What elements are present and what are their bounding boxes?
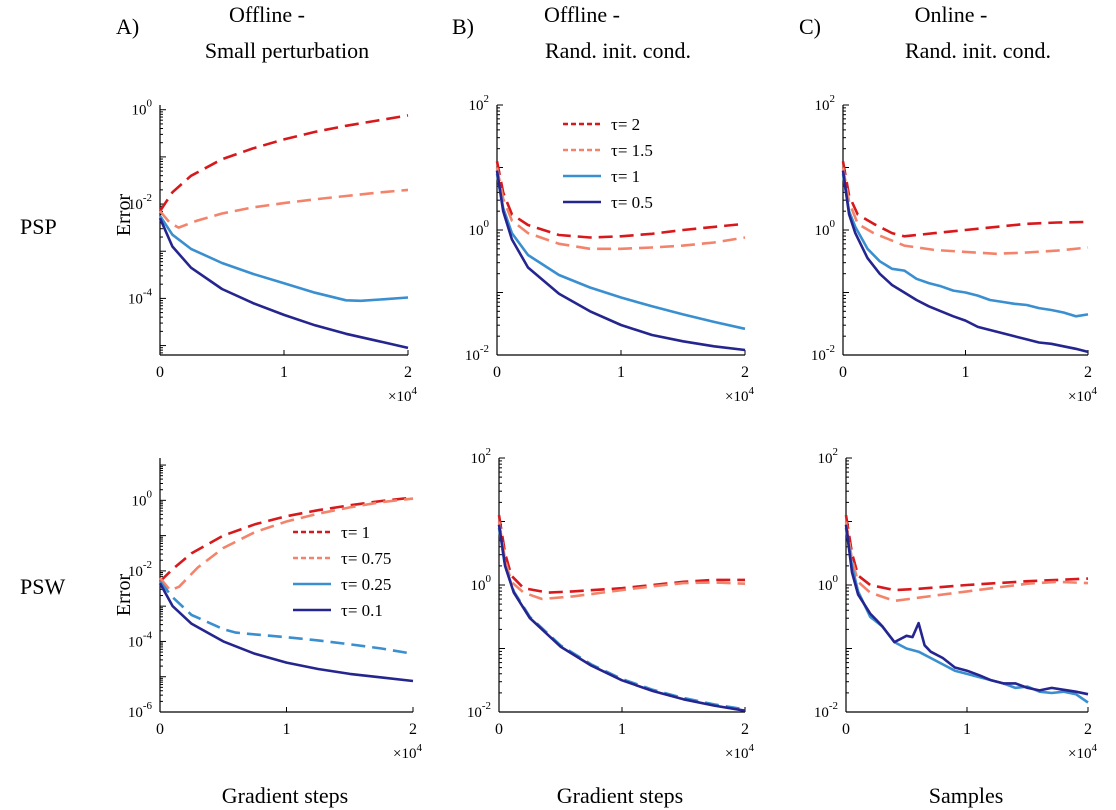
y-tick-label: 10-2: [128, 192, 152, 213]
series-line-3: [158, 580, 414, 656]
x-multiplier: ×104: [1068, 742, 1097, 762]
panel-psp-a: 100 10-2 10-4 0 1 2 ×104: [128, 98, 418, 405]
row-label-psp: PSP: [20, 214, 57, 239]
xlabel-c: Samples: [929, 783, 1004, 808]
column-b-title-line1: Offline -: [544, 2, 620, 27]
xlabel-b: Gradient steps: [557, 783, 683, 808]
series-line-2: [841, 167, 1089, 256]
x-multiplier: ×104: [725, 385, 754, 405]
x-multiplier: ×104: [393, 742, 422, 762]
series-line-1: [495, 161, 746, 239]
column-b-letter: B): [452, 14, 474, 39]
panel-psp-c: 102 100 10-20 1 2 ×104: [811, 93, 1098, 405]
series-line-2: [158, 497, 414, 592]
y-tick-label: 100: [132, 488, 153, 509]
series-line-4: [841, 170, 1089, 354]
x-tick-label: 0: [495, 721, 503, 738]
legend-psw: τ= 1 τ= 0.75 τ= 0.25 τ= 0.1: [293, 523, 391, 620]
column-a-title-line1: Offline -: [229, 2, 305, 27]
y-tick-label: 10-2: [811, 343, 835, 364]
y-tick-label: 102: [471, 446, 492, 467]
x-tick-label: 2: [741, 364, 749, 381]
y-tick-label: 10-4: [128, 629, 153, 650]
x-tick-label: 1: [962, 364, 970, 381]
series-line-4: [158, 217, 409, 350]
column-c-title-line1: Online -: [915, 2, 988, 27]
x-tick-label: 2: [1084, 364, 1092, 381]
x-multiplier: ×104: [725, 742, 754, 762]
legend-label: τ= 0.25: [341, 575, 391, 594]
row-label-psw: PSW: [20, 574, 65, 599]
column-b-title-line2: Rand. init. cond.: [545, 38, 691, 63]
legend-label: τ= 1: [341, 523, 370, 542]
y-tick-label: 10-6: [128, 700, 153, 721]
ylabel-psp: Error: [113, 194, 135, 237]
series-line-2: [844, 521, 1089, 603]
series-line-3: [495, 173, 746, 331]
column-c-title-line2: Rand. init. cond.: [905, 38, 1051, 63]
legend-psp: τ= 2 τ= 1.5 τ= 1 τ= 0.5: [563, 115, 653, 212]
x-tick-label: 0: [156, 721, 164, 738]
y-tick-label: 100: [471, 573, 492, 594]
y-tick-label: 100: [132, 98, 153, 119]
series-line-4: [497, 524, 746, 712]
series-line-1: [158, 114, 409, 212]
x-tick-label: 1: [280, 364, 288, 381]
y-tick-label: 100: [818, 573, 839, 594]
x-tick-label: 2: [404, 364, 412, 381]
series-line-1: [844, 514, 1089, 592]
y-tick-label: 10-2: [465, 343, 489, 364]
x-tick-label: 1: [963, 721, 971, 738]
x-tick-label: 1: [617, 364, 625, 381]
series-line-1: [841, 161, 1089, 238]
x-tick-label: 0: [842, 721, 850, 738]
x-tick-label: 0: [493, 364, 501, 381]
panel-psw-a: 100 10-2 10-4 10-60 1 2 ×104: [128, 458, 422, 762]
column-a-letter: A): [116, 14, 139, 39]
legend-label: τ= 0.75: [341, 549, 391, 568]
y-tick-label: 10-2: [128, 559, 152, 580]
y-tick-label: 10-2: [814, 700, 838, 721]
legend-label: τ= 0.5: [611, 193, 653, 212]
series-line-3: [158, 215, 409, 303]
x-tick-label: 2: [409, 721, 417, 738]
legend-label: τ= 1: [611, 167, 640, 186]
y-tick-label: 100: [469, 218, 490, 239]
series-line-2: [159, 188, 409, 229]
panel-psw-c: 102 100 10-20 1 2 ×104: [814, 446, 1098, 762]
legend-label: τ= 0.1: [341, 601, 383, 620]
panel-psp-b: 102 100 10-20 1 2 ×104: [465, 93, 755, 405]
series-line-3: [841, 173, 1089, 318]
y-tick-label: 102: [815, 93, 836, 114]
x-tick-label: 2: [741, 721, 749, 738]
x-multiplier: ×104: [1068, 385, 1097, 405]
column-a-title-line2: Small perturbation: [205, 38, 369, 63]
x-tick-label: 2: [1084, 721, 1092, 738]
x-tick-label: 0: [839, 364, 847, 381]
legend-label: τ= 2: [611, 115, 640, 134]
series-line-2: [495, 167, 746, 251]
y-tick-label: 102: [469, 93, 490, 114]
series-line-4: [495, 170, 746, 352]
x-multiplier: ×104: [388, 385, 417, 405]
y-tick-label: 100: [815, 218, 836, 239]
y-tick-label: 10-4: [128, 286, 153, 307]
xlabel-a: Gradient steps: [222, 783, 348, 808]
legend-label: τ= 1.5: [611, 141, 653, 160]
series-line-1: [497, 514, 745, 594]
series-line-4: [844, 524, 1089, 696]
panel-psw-b: 102 100 10-20 1 2 ×104: [467, 446, 755, 762]
y-tick-label: 10-2: [467, 700, 491, 721]
x-tick-label: 1: [283, 721, 291, 738]
series-line-3: [844, 527, 1089, 704]
series-line-4: [158, 582, 414, 683]
ylabel-psw: Error: [113, 574, 135, 617]
x-tick-label: 1: [618, 721, 626, 738]
column-c-letter: C): [799, 14, 821, 39]
y-tick-label: 102: [818, 446, 839, 467]
x-tick-label: 0: [156, 364, 164, 381]
series-line-3: [497, 527, 746, 711]
series-line-1: [159, 496, 414, 583]
